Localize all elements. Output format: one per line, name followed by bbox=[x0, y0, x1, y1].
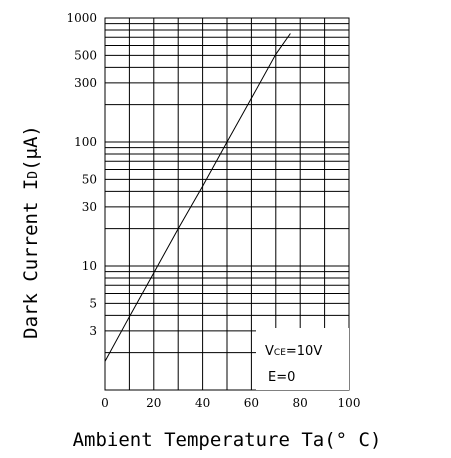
y-tick-label: 30 bbox=[82, 200, 97, 214]
x-axis-title: Ambient Temperature Ta(° C) bbox=[73, 429, 382, 451]
x-tick-label: 0 bbox=[101, 396, 109, 410]
x-tick-label: 80 bbox=[293, 396, 308, 410]
y-tick-label: 100 bbox=[74, 135, 97, 149]
y-tick-label: 50 bbox=[82, 172, 97, 186]
illuminance-annotation: E=0 bbox=[268, 370, 295, 385]
x-tick-label: 20 bbox=[146, 396, 161, 410]
y-tick-labels: 3 5 10 30 50 100 300 500 1000 bbox=[66, 11, 97, 338]
x-tick-label: 60 bbox=[244, 396, 259, 410]
y-tick-label: 300 bbox=[74, 76, 97, 90]
x-tick-label: 40 bbox=[195, 396, 210, 410]
x-tick-labels: 0 20 40 60 80 100 bbox=[101, 396, 360, 410]
y-tick-label: 3 bbox=[89, 324, 97, 338]
y-axis-title: Dark Current ID(μA) bbox=[20, 125, 42, 339]
x-tick-label: 100 bbox=[338, 396, 361, 410]
dark-current-line bbox=[104, 33, 291, 362]
plot-frame bbox=[104, 17, 350, 391]
gridlines bbox=[105, 18, 349, 390]
annotation-box bbox=[256, 328, 349, 390]
y-tick-label: 10 bbox=[82, 259, 97, 273]
y-tick-label: 500 bbox=[74, 48, 97, 62]
vce-annotation: VCE=10V bbox=[265, 344, 322, 359]
y-tick-label: 5 bbox=[89, 296, 97, 310]
y-tick-label: 1000 bbox=[66, 11, 97, 25]
